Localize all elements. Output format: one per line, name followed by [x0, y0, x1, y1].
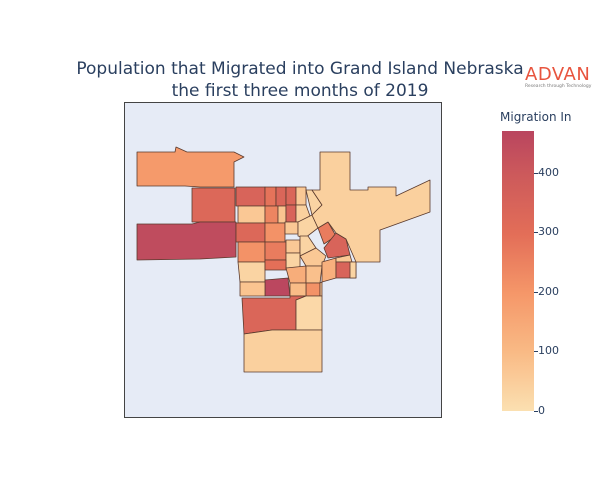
chart-title-line-2: the first three months of 2019 — [171, 81, 429, 101]
map-region-c22[interactable] — [264, 259, 287, 271]
map-region-c20[interactable] — [285, 252, 301, 269]
map-region-c16[interactable] — [237, 241, 266, 263]
map-region-c34[interactable] — [289, 282, 307, 297]
colorbar-title: Migration In — [500, 110, 572, 124]
colorbar-tick-label: 300 — [538, 225, 559, 238]
map-region-c14[interactable] — [297, 214, 319, 239]
map-region-c28[interactable] — [321, 257, 337, 283]
map-region-c2[interactable] — [264, 186, 277, 207]
map-region-s-large[interactable] — [243, 329, 323, 373]
colorbar-tick-mark — [534, 173, 538, 174]
choropleth-map[interactable] — [124, 102, 442, 418]
chart-title: Population that Migrated into Grand Isla… — [0, 58, 600, 102]
map-region-c9[interactable] — [285, 204, 297, 223]
colorbar — [502, 131, 534, 411]
colorbar-tick-label: 0 — [538, 404, 545, 417]
map-region-c6[interactable] — [277, 205, 287, 224]
colorbar-tick-label: 100 — [538, 344, 559, 357]
map-region-east-strip[interactable] — [349, 261, 357, 279]
map-region-ne-large[interactable] — [311, 151, 431, 263]
map-region-c8[interactable] — [295, 186, 307, 206]
map-region-c21[interactable] — [237, 261, 266, 283]
map-region-c1[interactable] — [235, 186, 266, 207]
map-region-c12[interactable] — [264, 222, 286, 243]
map-region-west-mid[interactable] — [191, 187, 236, 223]
map-region-nw-large[interactable] — [136, 146, 245, 188]
map-region-c7[interactable] — [285, 186, 297, 206]
brand-tagline: Research through Technology — [525, 84, 592, 89]
map-region-c3[interactable] — [275, 186, 287, 207]
map-region-c25[interactable] — [299, 247, 327, 267]
colorbar-tick-mark — [534, 351, 538, 352]
colorbar-tick-label: 400 — [538, 166, 559, 179]
map-region-c26[interactable] — [285, 265, 307, 284]
colorbar-tick-mark — [534, 292, 538, 293]
map-region-c31[interactable] — [264, 277, 291, 297]
map-region-c17[interactable] — [264, 241, 287, 261]
map-region-s-right[interactable] — [295, 295, 323, 331]
chart-title-line-1: Population that Migrated into Grand Isla… — [76, 59, 524, 79]
map-region-west-far[interactable] — [136, 221, 237, 261]
map-region-c18[interactable] — [285, 239, 301, 254]
map-region-c35[interactable] — [319, 281, 323, 297]
map-region-c27[interactable] — [305, 265, 323, 284]
map-region-c5[interactable] — [264, 205, 279, 224]
advan-logo: ADVAN Research through Technology — [525, 66, 597, 90]
colorbar-tick-mark — [534, 411, 538, 412]
brand-name: ADVAN — [525, 64, 591, 85]
colorbar-tick-mark — [534, 232, 538, 233]
map-region-c4[interactable] — [237, 205, 266, 224]
colorbar-tick-label: 200 — [538, 285, 559, 298]
map-region-c32[interactable] — [239, 281, 266, 297]
map-region-c11[interactable] — [235, 222, 266, 243]
map-region-c13[interactable] — [284, 221, 299, 235]
map-region-c33[interactable] — [305, 282, 321, 297]
